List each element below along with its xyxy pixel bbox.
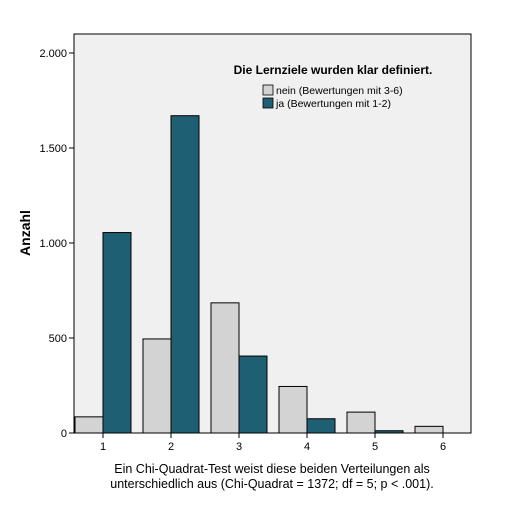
- y-tick-label: 1.500: [39, 143, 67, 155]
- bar-ja-2: [170, 115, 200, 434]
- bar-nein-3: [210, 302, 240, 434]
- bar-nein-2: [142, 338, 172, 434]
- bar-nein-6: [414, 425, 444, 434]
- y-tick-label: 2.000: [39, 48, 67, 60]
- y-tick-label: 1.000: [39, 238, 67, 250]
- caption-line-1: Ein Chi-Quadrat-Test weist diese beiden …: [114, 462, 429, 476]
- x-tick-label: 4: [304, 441, 310, 453]
- bars-group: [74, 115, 444, 434]
- bar-nein-1: [74, 416, 104, 434]
- y-tick-label: 500: [49, 333, 67, 345]
- x-tick-label: 5: [372, 441, 378, 453]
- y-axis-label: Anzahl: [17, 210, 33, 256]
- legend-swatch-ja: [262, 97, 274, 109]
- y-tick-label: 0: [61, 428, 67, 440]
- y-axis: 0 500 1.000 1.500 2.000: [39, 48, 74, 440]
- bar-nein-4: [278, 385, 308, 434]
- chart-title: Die Lernziele wurden klar definiert.: [234, 63, 433, 77]
- x-tick-label: 6: [440, 441, 446, 453]
- x-tick-label: 3: [236, 441, 242, 453]
- x-tick-label: 2: [168, 441, 174, 453]
- bar-ja-5: [374, 430, 404, 434]
- legend-label-ja: ja (Bewertungen mit 1-2): [275, 98, 391, 110]
- bar-ja-1: [102, 232, 132, 434]
- x-tick-label: 1: [100, 441, 106, 453]
- caption-line-2: unterschiedlich aus (Chi-Quadrat = 1372;…: [110, 477, 433, 491]
- legend-label-nein: nein (Bewertungen mit 3-6): [276, 85, 403, 97]
- legend: nein (Bewertungen mit 3-6) ja (Bewertung…: [262, 84, 403, 110]
- bar-nein-5: [346, 411, 376, 434]
- bar-ja-4: [306, 418, 336, 434]
- bar-ja-3: [238, 355, 268, 434]
- x-axis: 1 2 3 4 5 6: [100, 433, 446, 453]
- legend-swatch-nein: [262, 84, 274, 96]
